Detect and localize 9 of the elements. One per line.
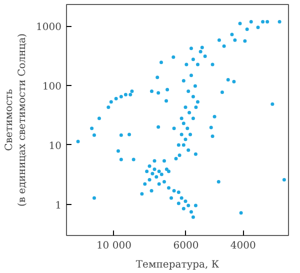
y-tick-label: 10 [48, 140, 62, 152]
y-tick-label: 1 [55, 200, 62, 212]
y-tick-label: 100 [42, 81, 62, 92]
x-tick-label: 6000 [173, 240, 199, 252]
x-axis-title: Температура, К [136, 260, 220, 270]
y-axis-title: Светимость (в единицах светимости Солнца) [4, 33, 28, 207]
y-tick-label: 1000 [36, 22, 62, 34]
x-tick-label: 4000 [230, 240, 256, 252]
x-tick-label: 10 000 [96, 240, 132, 252]
